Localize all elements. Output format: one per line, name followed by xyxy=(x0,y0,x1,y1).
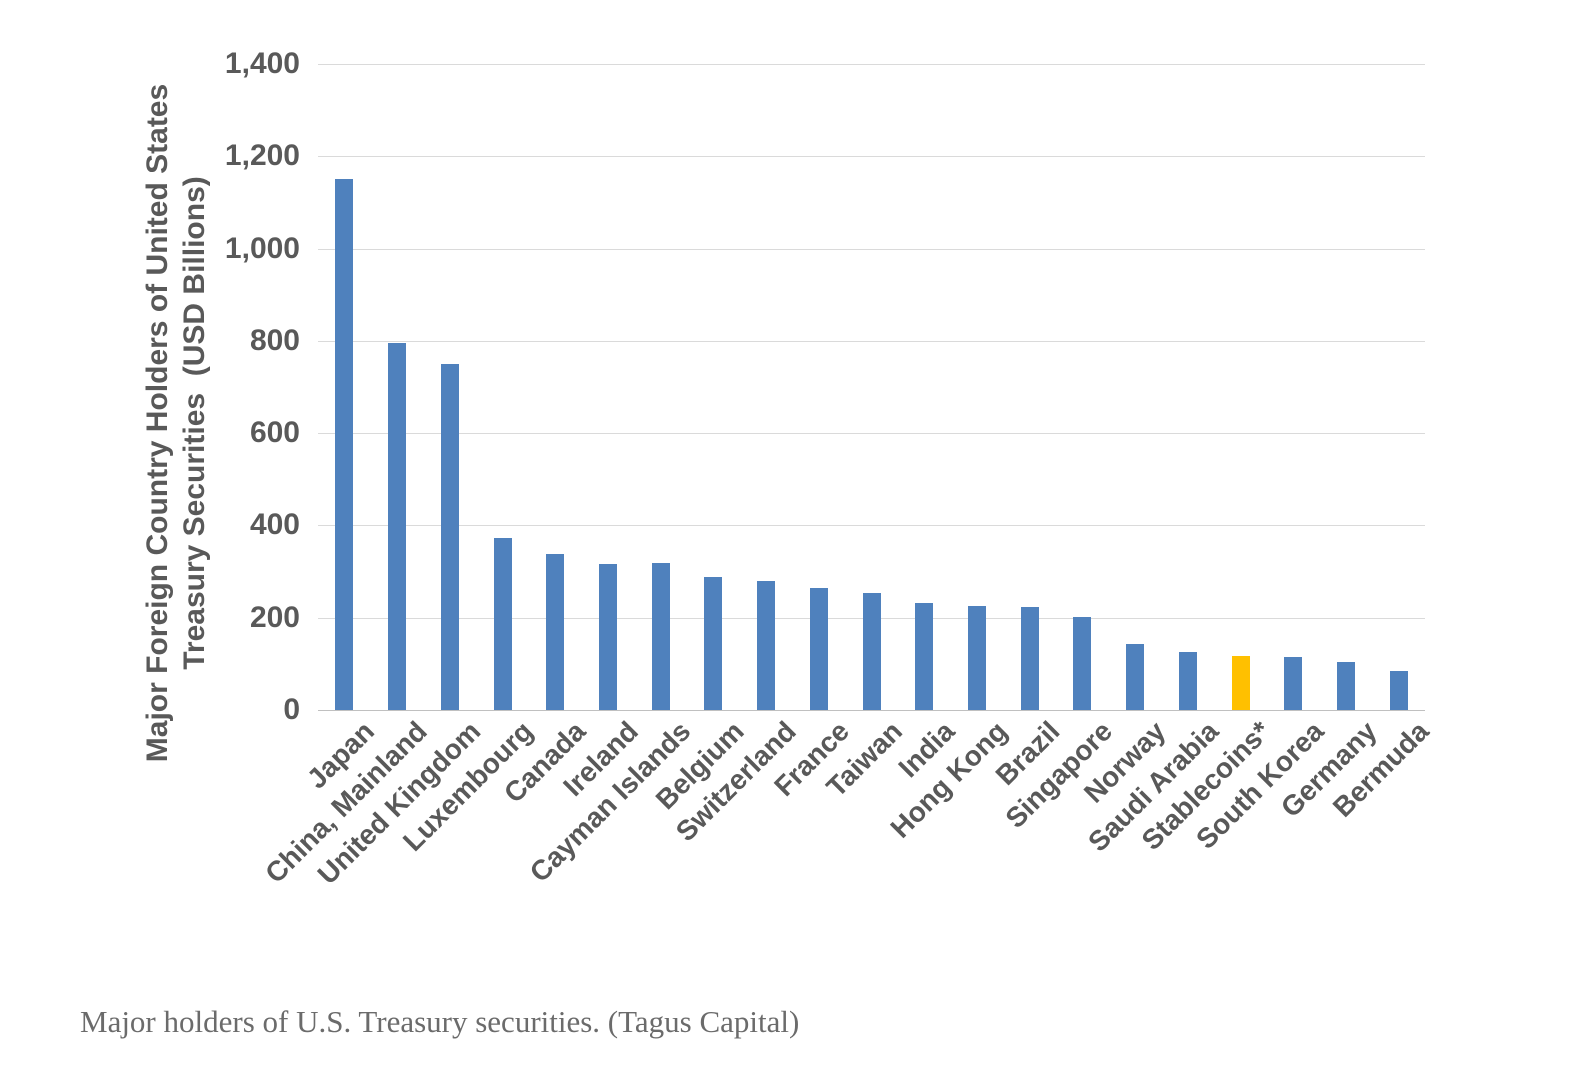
y-tick-label-1200: 1,200 xyxy=(224,139,300,173)
figure-caption: Major holders of U.S. Treasury securitie… xyxy=(80,1004,800,1039)
gridline-600 xyxy=(318,433,1425,435)
bar-united-kingdom xyxy=(440,363,459,710)
gridline-1000 xyxy=(318,248,1425,250)
y-tick-label-200: 200 xyxy=(249,600,300,634)
bar-france xyxy=(809,587,828,710)
bar-canada xyxy=(546,554,565,710)
bar-hong-kong xyxy=(967,605,986,710)
bar-singapore xyxy=(1073,617,1092,710)
bar-bermuda xyxy=(1389,671,1408,710)
y-tick-label-400: 400 xyxy=(249,508,300,542)
gridline-1400 xyxy=(318,64,1425,65)
bar-germany xyxy=(1336,661,1355,710)
gridline-800 xyxy=(318,340,1425,342)
y-tick-label-600: 600 xyxy=(249,416,300,450)
y-tick-label-800: 800 xyxy=(249,323,300,357)
plot-area xyxy=(318,64,1425,711)
bar-switzerland xyxy=(757,580,776,710)
bar-china-mainland xyxy=(388,343,407,710)
bar-india xyxy=(915,603,934,710)
y-tick-label-0: 0 xyxy=(283,693,300,726)
gridline-1200 xyxy=(318,156,1425,158)
bar-taiwan xyxy=(862,593,881,710)
bar-south-korea xyxy=(1284,657,1303,710)
bar-japan xyxy=(335,179,354,710)
bar-saudi-arabia xyxy=(1178,651,1197,710)
y-tick-label-1000: 1,000 xyxy=(224,231,300,265)
gridline-400 xyxy=(318,525,1425,527)
x-axis-line xyxy=(318,710,1425,711)
bar-belgium xyxy=(704,576,723,710)
bar-luxembourg xyxy=(493,538,512,710)
bar-norway xyxy=(1126,644,1145,710)
bar-cayman-islands xyxy=(651,563,670,710)
bar-brazil xyxy=(1020,606,1039,710)
y-tick-label-1400: 1,400 xyxy=(224,47,300,80)
bar-stablecoins xyxy=(1231,656,1250,710)
bar-ireland xyxy=(598,563,617,710)
